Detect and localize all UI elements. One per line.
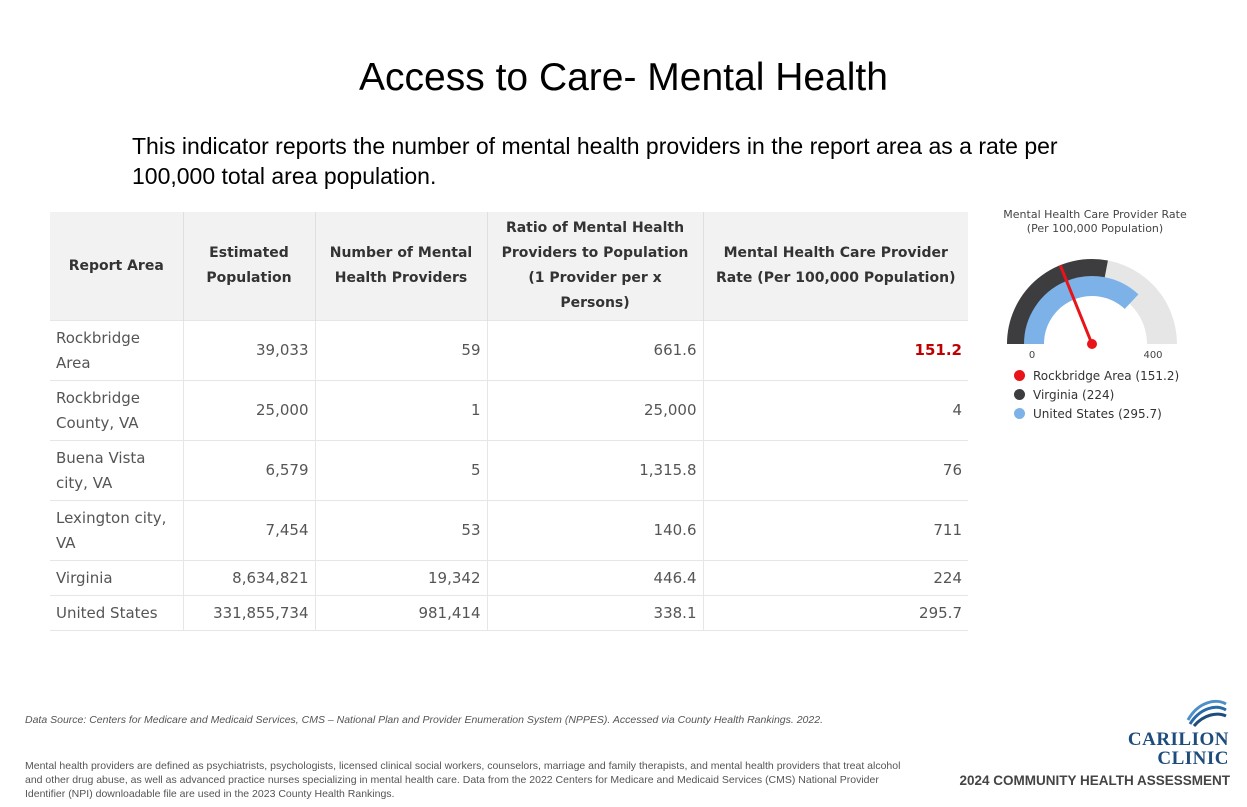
cell-rate: 295.7 (703, 595, 968, 631)
cell-rate: 76 (703, 440, 968, 501)
definition-note: Mental health providers are defined as p… (25, 760, 901, 800)
cell-population: 331,855,734 (183, 595, 316, 631)
data-source-note: Data Source: Centers for Medicare and Me… (25, 714, 823, 726)
gauge-legend: Rockbridge Area (151.2) Virginia (224) U… (1014, 366, 1179, 423)
table-row: Virginia 8,634,821 19,342 446.4 224 (50, 560, 968, 596)
gauge-us-arc (1024, 276, 1139, 345)
cell-ratio: 25,000 (487, 380, 704, 441)
cell-population: 25,000 (183, 380, 316, 441)
intro-text: This indicator reports the number of men… (132, 133, 1058, 189)
legend-item-united-states: United States (295.7) (1014, 404, 1179, 423)
table-row: United States 331,855,734 981,414 338.1 … (50, 595, 968, 631)
cell-rate: 711 (703, 500, 968, 561)
page-title: Access to Care- Mental Health (359, 56, 888, 99)
cell-rate: 224 (703, 560, 968, 596)
legend-item-virginia: Virginia (224) (1014, 385, 1179, 404)
legend-label: Virginia (224) (1033, 387, 1115, 402)
header-estimated-population: Estimated Population (183, 212, 316, 321)
mental-health-table: Report Area Estimated Population Number … (50, 212, 968, 631)
cell-providers: 59 (315, 320, 488, 381)
table-row: Lexington city, VA 7,454 53 140.6 711 (50, 500, 968, 561)
gauge-title-line2: (Per 100,000 Population) (1026, 222, 1164, 235)
legend-dot-icon (1014, 408, 1025, 419)
cell-population: 7,454 (183, 500, 316, 561)
cell-area: Rockbridge Area (50, 320, 184, 381)
gauge-needle (1058, 264, 1094, 345)
cell-providers: 53 (315, 500, 488, 561)
gauge-virginia-arc (1007, 259, 1108, 345)
cell-area: United States (50, 595, 184, 631)
logo-swoosh-icon (1186, 699, 1227, 728)
carilion-clinic-logo: CARILION CLINIC (1110, 694, 1235, 774)
header-provider-rate: Mental Health Care Provider Rate (Per 10… (703, 212, 968, 321)
cell-rate: 151.2 (703, 320, 968, 381)
legend-label: United States (295.7) (1033, 406, 1162, 421)
cell-area: Lexington city, VA (50, 500, 184, 561)
provider-rate-gauge: Mental Health Care Provider Rate (Per 10… (990, 208, 1200, 428)
cell-population: 39,033 (183, 320, 316, 381)
table-row: Rockbridge County, VA 25,000 1 25,000 4 (50, 380, 968, 441)
cell-providers: 981,414 (315, 595, 488, 631)
cell-ratio: 446.4 (487, 560, 704, 596)
logo-text-carilion: CARILION (1127, 729, 1229, 750)
cell-providers: 19,342 (315, 560, 488, 596)
legend-label: Rockbridge Area (151.2) (1033, 368, 1180, 383)
gauge-title: Mental Health Care Provider Rate (Per 10… (990, 208, 1200, 236)
header-report-area: Report Area (50, 212, 184, 321)
legend-item-rockbridge: Rockbridge Area (151.2) (1014, 366, 1179, 385)
gauge-min-label: 0 (1029, 350, 1035, 361)
cell-providers: 1 (315, 380, 488, 441)
legend-dot-icon (1014, 370, 1025, 381)
cell-providers: 5 (315, 440, 488, 501)
legend-dot-icon (1014, 389, 1025, 400)
cell-area: Rockbridge County, VA (50, 380, 184, 441)
cell-area: Virginia (50, 560, 184, 596)
header-ratio: Ratio of Mental Health Providers to Popu… (487, 212, 704, 321)
logo-text-clinic: CLINIC (1157, 748, 1229, 769)
cell-area: Buena Vista city, VA (50, 440, 184, 501)
gauge-title-line1: Mental Health Care Provider Rate (1003, 208, 1187, 221)
cell-population: 8,634,821 (183, 560, 316, 596)
assessment-label: 2024 COMMUNITY HEALTH ASSESSMENT (959, 773, 1230, 788)
table-row: Rockbridge Area 39,033 59 661.6 151.2 (50, 320, 968, 381)
cell-ratio: 338.1 (487, 595, 704, 631)
cell-ratio: 661.6 (487, 320, 704, 381)
cell-population: 6,579 (183, 440, 316, 501)
gauge-chart: 0 400 (1007, 259, 1177, 361)
gauge-needle-pivot (1087, 339, 1097, 349)
gauge-max-label: 400 (1143, 350, 1162, 361)
cell-rate: 4 (703, 380, 968, 441)
table-row: Buena Vista city, VA 6,579 5 1,315.8 76 (50, 440, 968, 501)
cell-ratio: 1,315.8 (487, 440, 704, 501)
cell-ratio: 140.6 (487, 500, 704, 561)
table-header-row: Report Area Estimated Population Number … (50, 212, 968, 321)
header-number-of-providers: Number of Mental Health Providers (315, 212, 488, 321)
